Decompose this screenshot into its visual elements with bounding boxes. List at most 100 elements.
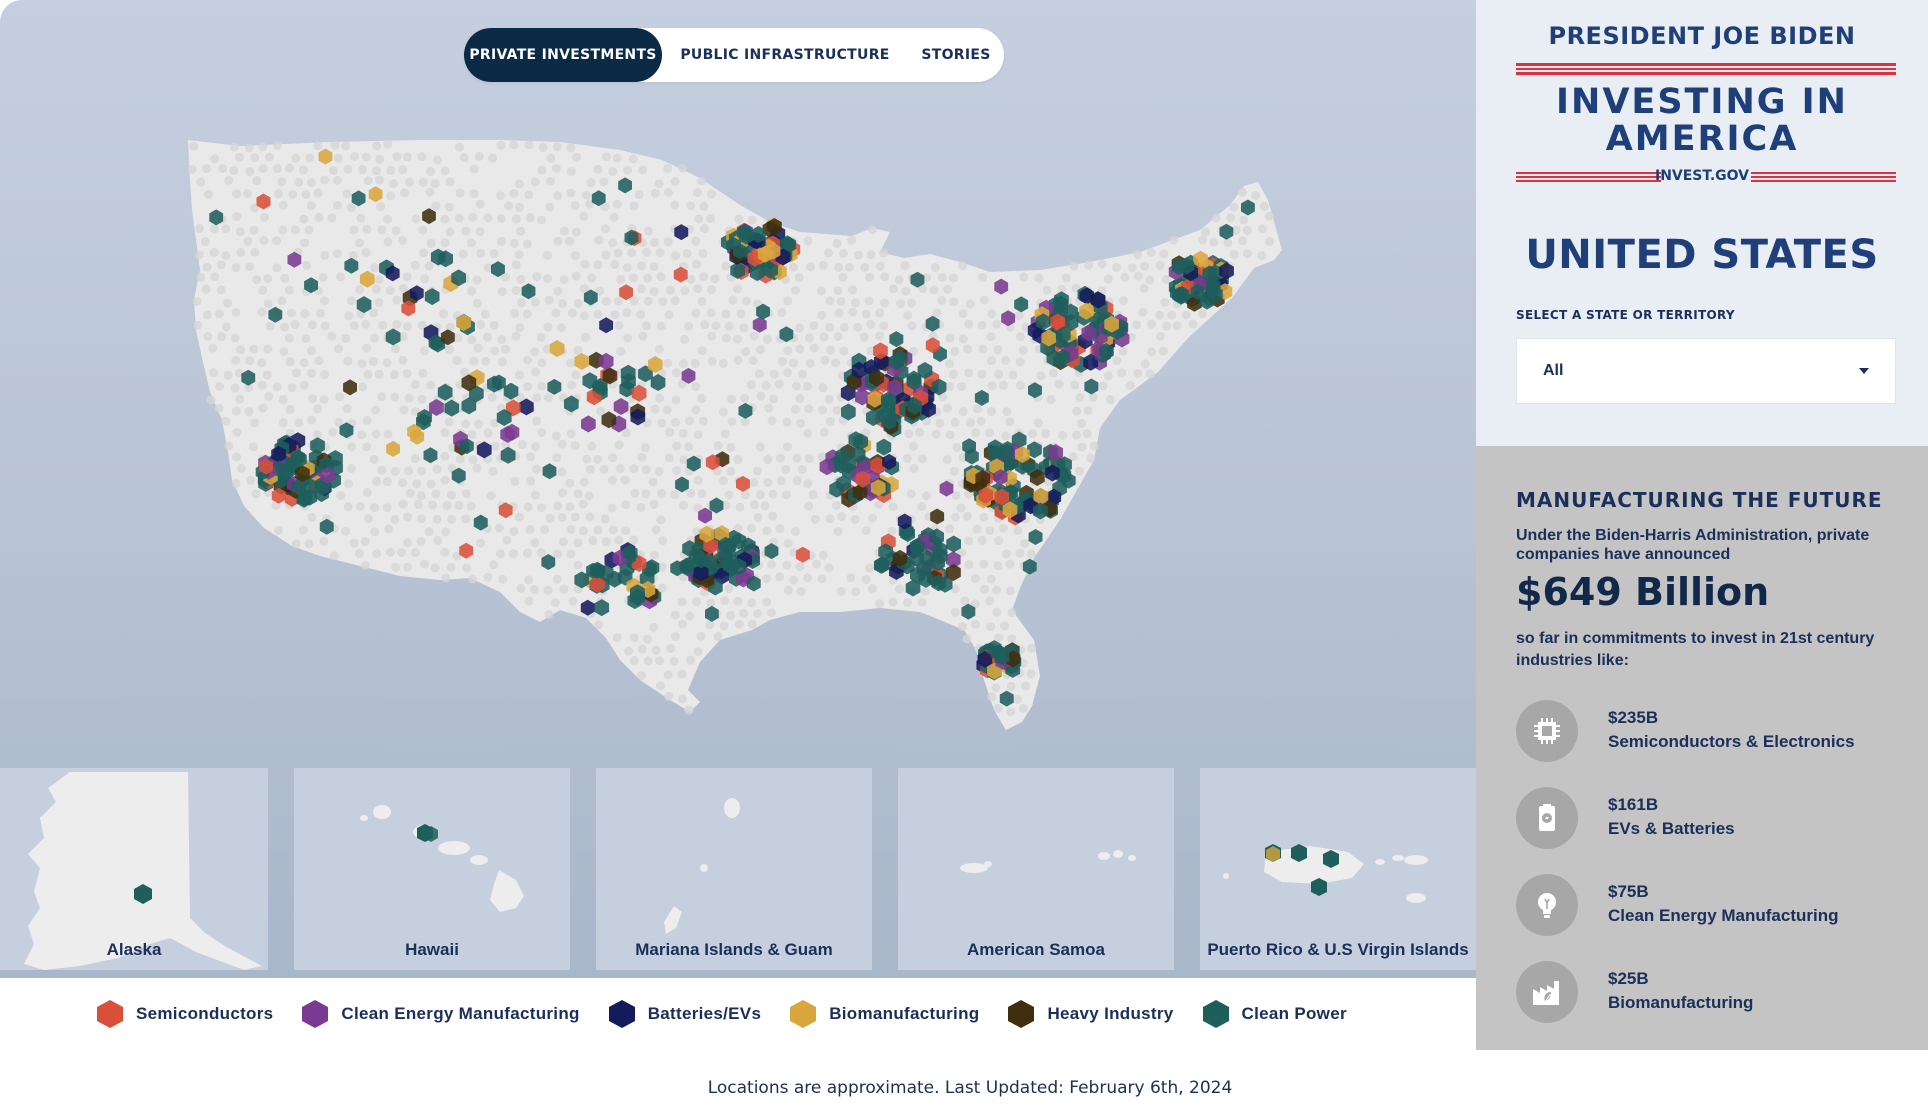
investment-site-marker bbox=[385, 265, 400, 282]
investment-site-marker bbox=[500, 446, 516, 464]
investment-site-marker bbox=[385, 328, 401, 346]
investment-site-marker bbox=[287, 251, 302, 268]
investment-site-marker bbox=[946, 535, 961, 553]
investment-site-marker bbox=[1014, 296, 1029, 313]
tab-public-infrastructure[interactable]: PUBLIC INFRASTRUCTURE bbox=[680, 47, 890, 63]
investment-site-marker bbox=[1029, 469, 1045, 486]
legend-swatch bbox=[1008, 1000, 1035, 1028]
investment-site-marker bbox=[359, 270, 375, 288]
inset-puerto-rico-usvi[interactable]: Puerto Rico & U.S Virgin Islands bbox=[1200, 768, 1476, 970]
investment-site-marker bbox=[1090, 291, 1106, 309]
investment-site-marker bbox=[779, 326, 794, 343]
investment-site-marker bbox=[598, 352, 614, 370]
investment-site-marker bbox=[897, 513, 912, 530]
brand-stripes-top bbox=[1516, 63, 1896, 75]
investment-total: $649 Billion bbox=[1516, 570, 1770, 614]
legend-label: Heavy Industry bbox=[1047, 1004, 1174, 1023]
legend-item-batteries-evs[interactable]: Batteries/EVs bbox=[608, 999, 762, 1029]
legend-item-clean-energy-manufacturing[interactable]: Clean Energy Manufacturing bbox=[301, 999, 579, 1029]
legend-swatch bbox=[302, 1000, 329, 1028]
investment-site-marker bbox=[916, 560, 932, 578]
brand-president: PRESIDENT JOE BIDEN bbox=[1548, 22, 1856, 50]
legend-label: Batteries/EVs bbox=[647, 1004, 762, 1023]
inset-alaska[interactable]: Alaska bbox=[0, 768, 268, 970]
brand-url[interactable]: INVEST.GOV bbox=[1654, 168, 1749, 184]
inset-american-samoa[interactable]: American Samoa bbox=[898, 768, 1174, 970]
investment-site-marker bbox=[1045, 464, 1060, 482]
investment-site-marker bbox=[630, 408, 646, 426]
investment-site-marker bbox=[410, 428, 425, 445]
investment-site-marker bbox=[592, 378, 608, 395]
investment-site-marker bbox=[351, 190, 366, 207]
investment-site-marker bbox=[344, 257, 359, 274]
investment-site-marker bbox=[320, 466, 336, 484]
investment-site-marker bbox=[851, 361, 867, 379]
inset-label: Puerto Rico & U.S Virgin Islands bbox=[1207, 940, 1469, 959]
inset-label: Mariana Islands & Guam bbox=[635, 940, 833, 959]
legend-item-semiconductors[interactable]: Semiconductors bbox=[96, 999, 273, 1029]
investment-site-marker bbox=[469, 385, 484, 403]
battery-icon bbox=[1516, 787, 1578, 849]
investment-site-marker bbox=[757, 245, 773, 263]
investment-site-marker bbox=[304, 277, 318, 294]
investment-site-marker bbox=[291, 478, 307, 496]
state-select-value: All bbox=[1543, 362, 1564, 379]
investment-site-marker bbox=[763, 261, 778, 279]
investment-site-marker bbox=[1028, 529, 1043, 545]
island bbox=[373, 805, 391, 819]
state-select[interactable]: All bbox=[1516, 338, 1896, 404]
investment-site-marker bbox=[873, 342, 888, 360]
investment-site-marker bbox=[694, 551, 709, 569]
inset-mariana-guam[interactable]: Mariana Islands & Guam bbox=[596, 768, 872, 970]
tab-stories[interactable]: STORIES bbox=[921, 47, 991, 63]
investment-site-marker bbox=[386, 440, 400, 457]
investment-site-marker bbox=[910, 271, 925, 288]
legend-item-heavy-industry[interactable]: Heavy Industry bbox=[1007, 999, 1173, 1029]
island bbox=[1392, 855, 1404, 861]
investment-site-marker bbox=[271, 445, 286, 463]
investment-site-marker bbox=[580, 599, 595, 616]
investment-site-marker bbox=[601, 411, 617, 429]
chip-icon bbox=[1516, 700, 1578, 762]
inset-hawaii[interactable]: Hawaii bbox=[294, 768, 570, 970]
investment-site-marker bbox=[738, 227, 754, 245]
sidebar-header: PRESIDENT JOE BIDEN INVESTING IN AMERICA… bbox=[1476, 0, 1928, 446]
pr-site bbox=[1311, 878, 1327, 896]
manufacturing-panel: MANUFACTURING THE FUTURE Under the Biden… bbox=[1476, 446, 1928, 1050]
inset-label: American Samoa bbox=[967, 940, 1105, 959]
investment-site-marker bbox=[241, 369, 256, 386]
investment-site-marker bbox=[1241, 199, 1255, 216]
investment-site-marker bbox=[302, 488, 318, 506]
investment-site-marker bbox=[496, 409, 512, 426]
investment-map[interactable]: PRIVATE INVESTMENTS PUBLIC INFRASTRUCTUR… bbox=[0, 0, 1476, 978]
biomanufacturing-icon bbox=[1516, 961, 1578, 1023]
investment-site-marker bbox=[876, 438, 892, 456]
lightbulb-icon bbox=[1516, 874, 1578, 936]
investment-site-marker bbox=[368, 186, 383, 203]
island bbox=[438, 841, 470, 855]
investment-site-marker bbox=[586, 562, 600, 579]
investment-site-marker bbox=[1205, 277, 1221, 295]
investment-site-marker bbox=[909, 549, 924, 567]
legend-item-biomanufacturing[interactable]: Biomanufacturing bbox=[789, 999, 979, 1029]
investment-site-marker bbox=[867, 390, 883, 408]
investment-site-marker bbox=[547, 378, 562, 395]
investment-site-marker bbox=[491, 261, 505, 278]
island bbox=[960, 863, 988, 873]
investment-site-marker bbox=[401, 300, 416, 317]
investment-site-marker bbox=[1033, 502, 1048, 520]
investment-site-marker bbox=[870, 479, 886, 497]
hexagon-icon bbox=[608, 1000, 635, 1028]
investment-site-marker bbox=[675, 476, 689, 493]
tab-private-investments[interactable]: PRIVATE INVESTMENTS bbox=[464, 28, 662, 82]
investment-site-marker bbox=[504, 423, 520, 441]
investment-site-marker bbox=[733, 243, 747, 260]
us-hex-map[interactable] bbox=[0, 0, 1476, 768]
investment-site-marker bbox=[1081, 324, 1097, 342]
investment-site-marker bbox=[461, 374, 477, 392]
investment-site-marker bbox=[756, 303, 770, 320]
investment-site-marker bbox=[422, 208, 436, 225]
investment-site-marker bbox=[456, 314, 472, 332]
legend-label: Biomanufacturing bbox=[829, 1004, 980, 1023]
legend-item-clean-power[interactable]: Clean Power bbox=[1202, 999, 1347, 1029]
